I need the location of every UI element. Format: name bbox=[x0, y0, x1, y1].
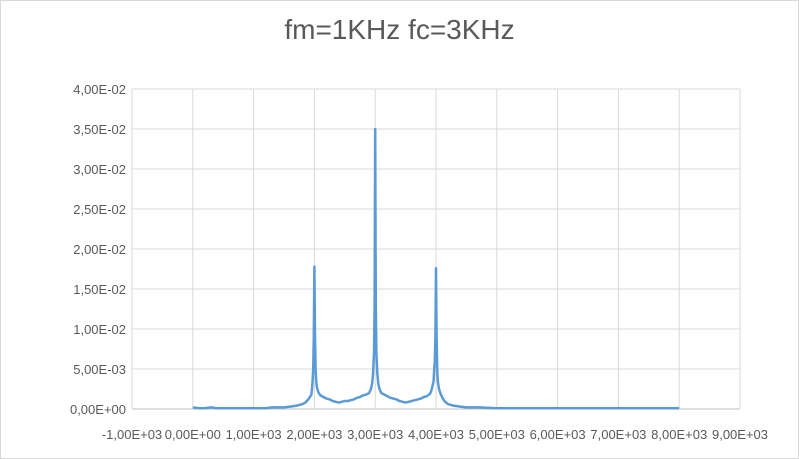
y-tick-label: 2,50E-02 bbox=[73, 202, 126, 217]
chart-title: fm=1KHz fc=3KHz bbox=[284, 14, 515, 45]
y-tick-label: 0,00E+00 bbox=[70, 402, 126, 417]
y-tick-label: 1,00E-02 bbox=[73, 322, 126, 337]
y-tick-label: 3,50E-02 bbox=[73, 122, 126, 137]
x-tick-label: 3,00E+03 bbox=[347, 427, 403, 442]
x-tick-label: 2,00E+03 bbox=[286, 427, 342, 442]
y-tick-label: 1,50E-02 bbox=[73, 282, 126, 297]
x-tick-label: 9,00E+03 bbox=[712, 427, 768, 442]
x-tick-label: 5,00E+03 bbox=[469, 427, 525, 442]
x-tick-label: 4,00E+03 bbox=[408, 427, 464, 442]
x-tick-label: 0,00E+00 bbox=[165, 427, 221, 442]
x-tick-label: 1,00E+03 bbox=[226, 427, 282, 442]
y-tick-label: 3,00E-02 bbox=[73, 162, 126, 177]
y-tick-label: 2,00E-02 bbox=[73, 242, 126, 257]
x-tick-label: 6,00E+03 bbox=[530, 427, 586, 442]
x-tick-label: 8,00E+03 bbox=[651, 427, 707, 442]
series-line bbox=[192, 127, 680, 410]
x-tick-label: -1,00E+03 bbox=[102, 427, 162, 442]
x-tick-label: 7,00E+03 bbox=[590, 427, 646, 442]
y-tick-label: 4,00E-02 bbox=[73, 82, 126, 97]
y-tick-label: 5,00E-03 bbox=[73, 362, 126, 377]
